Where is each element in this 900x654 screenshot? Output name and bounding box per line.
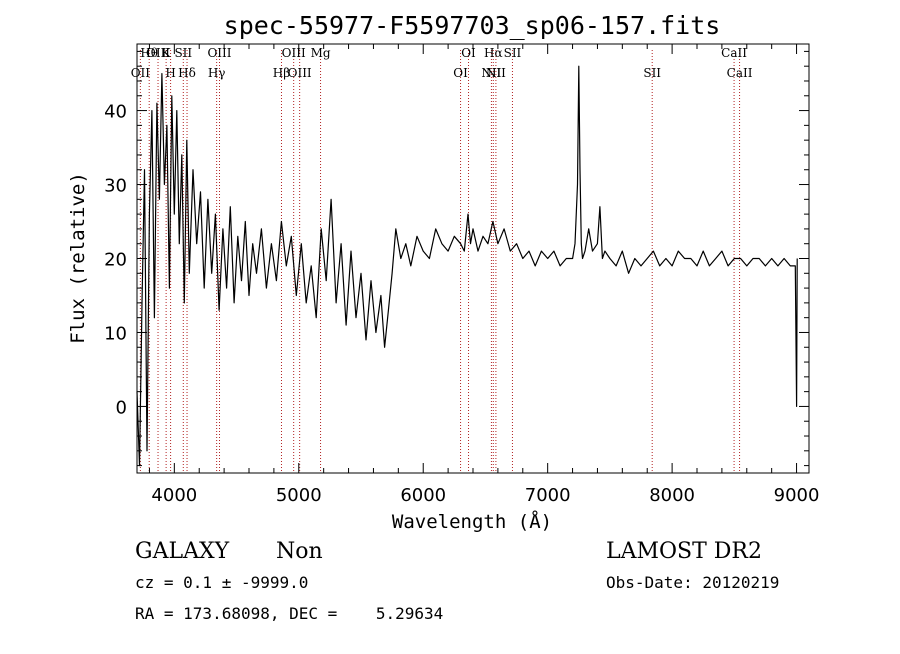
object-subclass: Non xyxy=(276,539,323,564)
marker-label-20: CaII xyxy=(721,46,747,60)
ra-dec-coordinates: RA = 173.68098, DEC = 5.29634 xyxy=(135,604,443,623)
marker-label-16: Hα xyxy=(484,46,503,60)
marker-label-21: CaII xyxy=(727,66,753,80)
y-axis-ticks: 0 10 20 30 40 xyxy=(104,50,809,467)
marker-label-2: OIII xyxy=(146,46,170,60)
x-tick-label-3: 7000 xyxy=(525,485,571,506)
object-class: GALAXY xyxy=(135,539,230,564)
survey-name: LAMOST DR2 xyxy=(606,539,762,564)
y-tick-label-4: 40 xyxy=(104,102,127,123)
marker-label-0: Hθ xyxy=(140,46,158,60)
marker-label-13: OI xyxy=(453,66,468,80)
marker-label-1: OII xyxy=(131,66,151,80)
emission-line-markers xyxy=(139,50,741,473)
y-tick-label-2: 20 xyxy=(104,250,127,271)
marker-label-17: NII xyxy=(486,66,506,80)
marker-label-4: K xyxy=(162,46,172,60)
observation-date: Obs-Date: 20120219 xyxy=(606,573,779,592)
marker-label-15: NII xyxy=(481,66,501,80)
y-tick-label-3: 30 xyxy=(104,176,127,197)
y-tick-label-1: 10 xyxy=(104,323,127,344)
redshift-cz: cz = 0.1 ± -9999.0 xyxy=(135,573,308,592)
emission-line-labels: HθOIIOIIIHKHδSIIHγOIIIHβOIIIOIIIMgOIOINI… xyxy=(131,46,753,80)
x-tick-label-2: 6000 xyxy=(400,485,446,506)
x-tick-label-1: 5000 xyxy=(276,485,322,506)
marker-label-18: SII xyxy=(504,46,522,60)
marker-label-6: SII xyxy=(174,46,192,60)
marker-label-8: OIII xyxy=(207,46,231,60)
series-group xyxy=(136,65,798,467)
chart-title: spec-55977-F5597703_sp06-157.fits xyxy=(224,11,721,40)
marker-label-14: OI xyxy=(461,46,476,60)
x-tick-label-5: 9000 xyxy=(774,485,820,506)
marker-label-9: Hβ xyxy=(273,66,290,80)
marker-label-12: Mg xyxy=(311,46,331,60)
plot-area-frame xyxy=(136,43,810,474)
x-tick-label-4: 8000 xyxy=(649,485,695,506)
marker-label-3: H xyxy=(165,66,175,80)
y-axis-label: Flux (relative) xyxy=(67,172,89,344)
marker-label-7: Hγ xyxy=(208,66,226,80)
marker-label-19: SII xyxy=(643,66,661,80)
x-axis-label: Wavelength (Å) xyxy=(392,510,552,533)
x-axis-ticks: 4000 5000 6000 7000 8000 9000 xyxy=(148,44,820,506)
x-tick-label-0: 4000 xyxy=(151,485,197,506)
y-tick-label-0: 0 xyxy=(116,397,127,418)
series-line-0 xyxy=(136,65,798,467)
marker-label-10: OIII xyxy=(282,46,306,60)
marker-label-11: OIII xyxy=(288,66,312,80)
marker-label-5: Hδ xyxy=(178,66,196,80)
